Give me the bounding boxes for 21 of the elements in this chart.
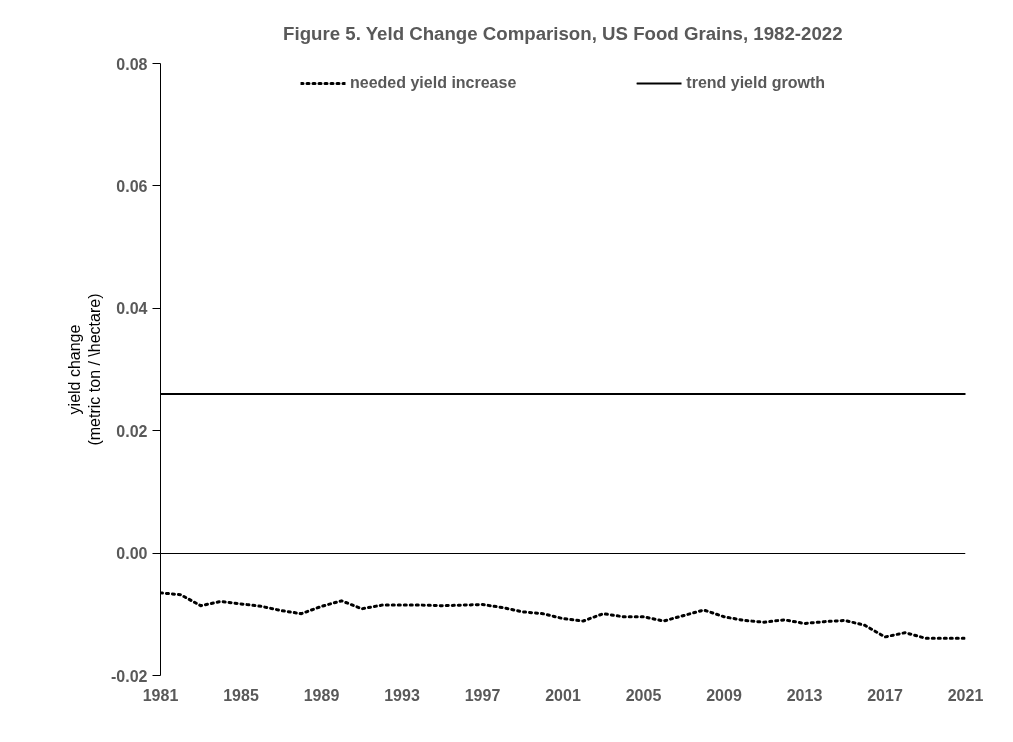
x-tick-label: 1981 — [142, 686, 179, 704]
x-tick-label: 1997 — [464, 686, 501, 704]
x-tick-label: 2009 — [706, 686, 742, 704]
y-axis-title: yield change (metric ton / \hectare) — [65, 293, 104, 446]
legend-label: needed yield increase — [350, 74, 517, 92]
y-tick-label: 0.08 — [116, 55, 148, 73]
x-tick-label: 1989 — [303, 686, 340, 704]
x-tick-label: 2005 — [625, 686, 662, 704]
y-tick-label: -0.02 — [111, 667, 148, 685]
legend-label: trend yield growth — [686, 74, 825, 92]
x-tick-label: 1993 — [384, 686, 420, 704]
x-tick-label: 2021 — [947, 686, 984, 704]
y-tick-label: 0.00 — [116, 545, 148, 563]
x-tick-label: 2017 — [867, 686, 903, 704]
x-tick-label: 2001 — [545, 686, 581, 704]
y-tick-label: 0.04 — [116, 300, 148, 318]
y-tick-label: 0.06 — [116, 177, 148, 195]
x-tick-label: 2013 — [786, 686, 823, 704]
chart-title: Figure 5. Yeld Change Comparison, US Food Grains, 1982-2022 — [283, 22, 843, 44]
y-tick-label: 0.02 — [116, 422, 148, 440]
x-tick-label: 1985 — [223, 686, 259, 704]
